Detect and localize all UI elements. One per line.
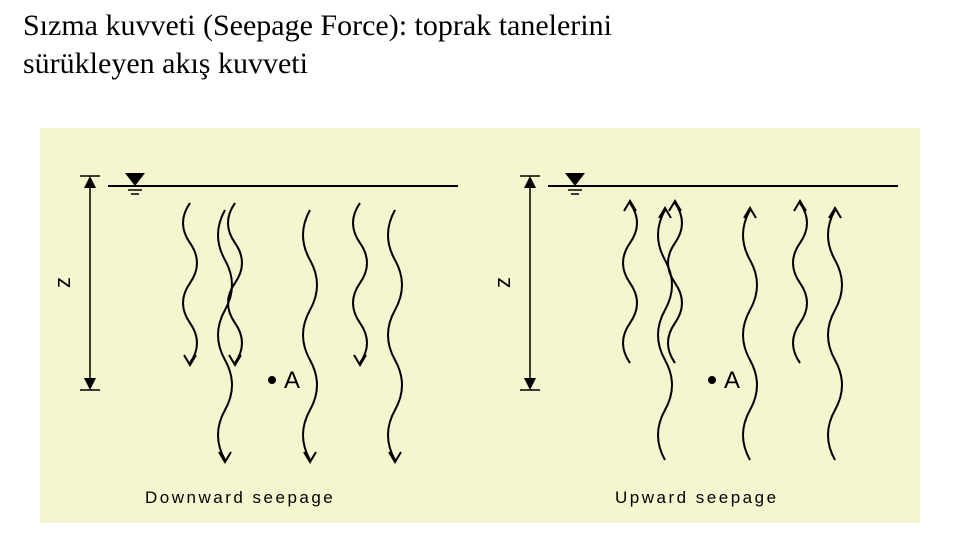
short-arrows-down [183,203,367,365]
long-arrows-down [218,210,402,462]
downward-panel: z A [40,128,480,523]
diagram-container: z A [40,128,920,523]
water-triangle-icon [565,173,585,186]
long-arrows-up [658,208,842,460]
point-a-dot [708,376,716,384]
water-triangle-icon [125,173,145,186]
downward-caption: Downward seepage [145,488,335,508]
point-a-dot [268,376,276,384]
z-label: z [50,277,75,288]
point-a-label: A [724,367,740,394]
title-bold: Sızma kuvveti (Seepage Force): [23,9,407,42]
z-label: z [490,277,515,288]
title-rest: toprak tanelerini [407,9,612,42]
upward-caption: Upward seepage [615,488,779,508]
point-a-label: A [284,367,300,394]
short-arrows-up [623,201,807,363]
title-line2: sürükleyen akış kuvveti [23,44,308,83]
upward-panel: z A [480,128,920,523]
